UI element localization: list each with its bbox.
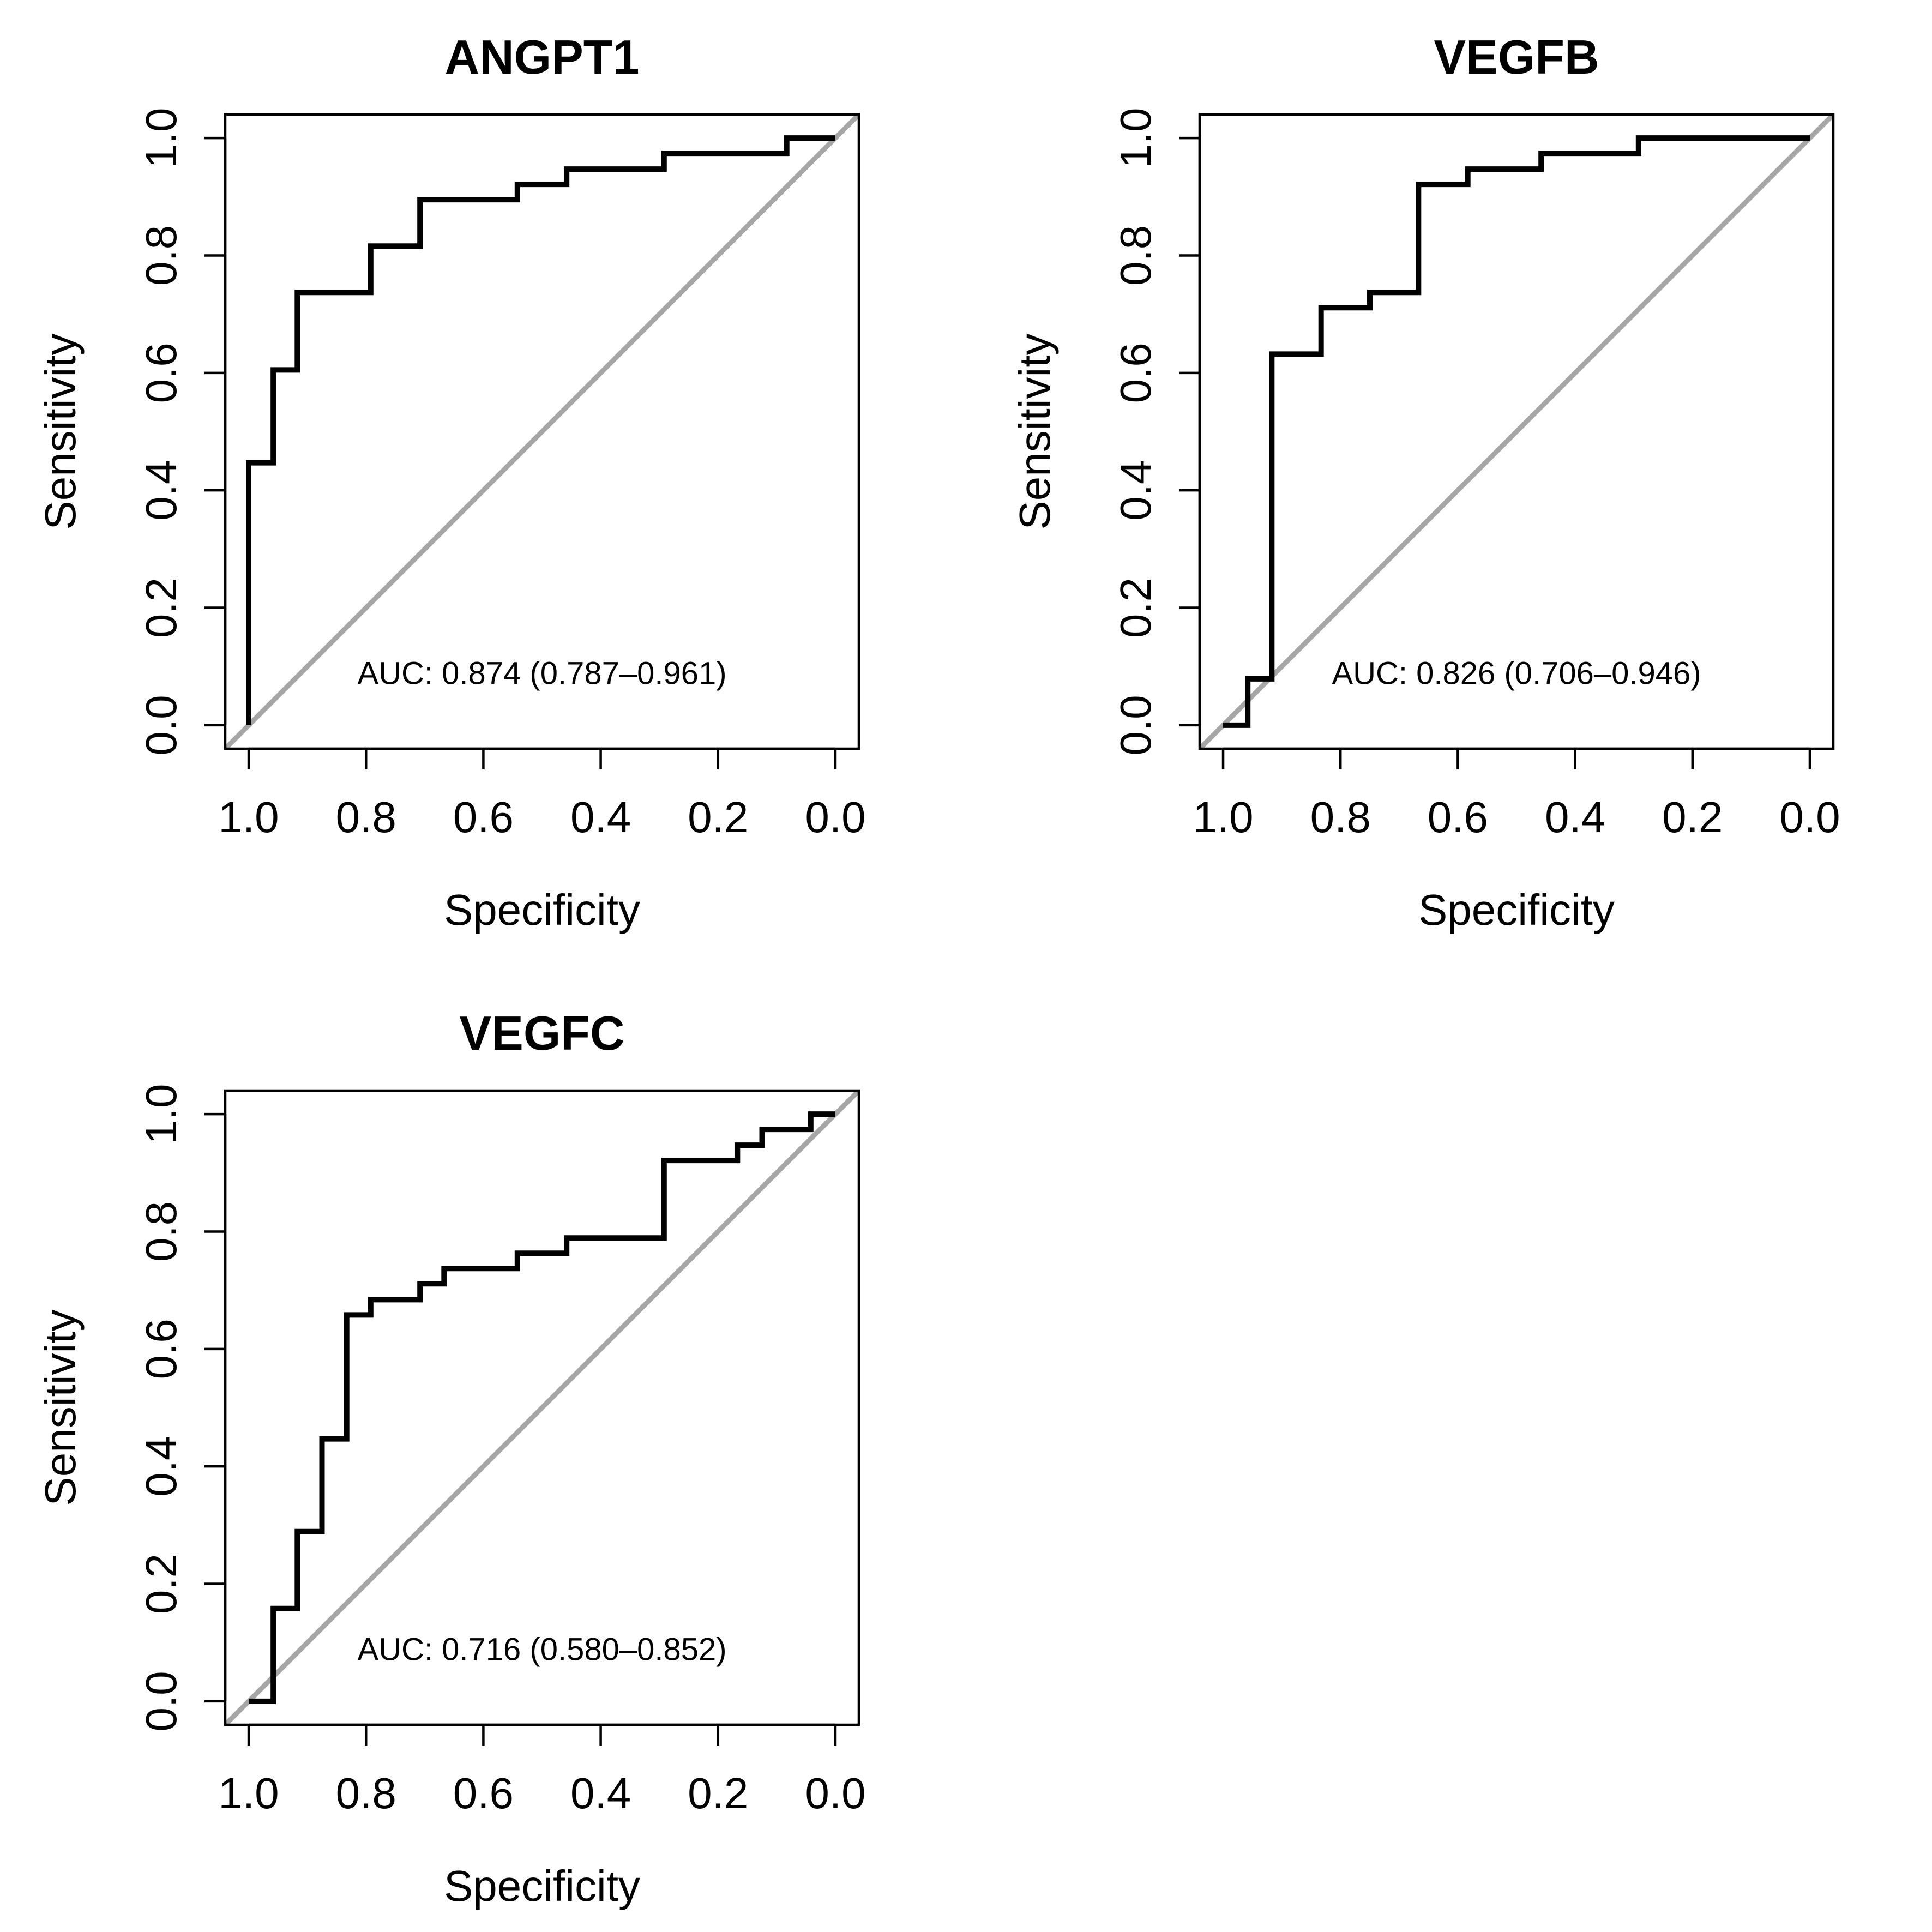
x-tick-label: 0.8 <box>336 1769 396 1817</box>
y-tick-label: 1.0 <box>137 107 185 168</box>
x-tick-label: 0.2 <box>688 793 748 841</box>
x-axis-label: Specificity <box>444 1862 640 1910</box>
y-axis-label: Sensitivity <box>1010 333 1059 529</box>
y-axis-label: Sensitivity <box>36 1309 85 1506</box>
x-axis-label: Specificity <box>1418 886 1615 934</box>
x-tick-label: 1.0 <box>1193 793 1253 841</box>
y-tick-label: 0.8 <box>137 1201 185 1262</box>
x-tick-label: 0.2 <box>1662 793 1723 841</box>
roc-curve <box>246 135 835 725</box>
x-tick-label: 0.6 <box>453 793 514 841</box>
auc-annotation: AUC: 0.874 (0.787–0.961) <box>357 656 726 691</box>
x-tick-label: 0.6 <box>453 1769 514 1817</box>
y-tick-label: 0.6 <box>137 1319 185 1379</box>
roc-panel-vegfb: 1.0 0.8 0.6 0.4 0.2 0.0 0.0 0.2 0.4 0.6 0.8 1.0 VEGF… <box>1010 30 1840 934</box>
chart-title: VEGFC <box>459 1006 624 1060</box>
roc-curve <box>249 1111 835 1704</box>
x-tick-label: 0.0 <box>1779 793 1840 841</box>
x-tick-label: 0.0 <box>805 793 865 841</box>
y-tick-label: 0.8 <box>1111 225 1160 286</box>
reference-diagonal <box>1200 115 1833 749</box>
roc-panel-angpt1: 1.0 0.8 0.6 0.4 0.2 0.0 0.0 0.2 0.4 0.6 0.8 1.0 ANGP… <box>36 30 866 934</box>
chart-title: ANGPT1 <box>445 30 640 84</box>
y-tick-label: 0.2 <box>137 1554 185 1614</box>
x-tick-label: 0.0 <box>805 1769 865 1817</box>
y-tick-label: 0.8 <box>137 225 185 286</box>
x-tick-label: 1.0 <box>218 793 279 841</box>
roc-curve <box>1223 135 1810 728</box>
reference-diagonal <box>225 115 859 749</box>
y-tick-label: 0.0 <box>1111 695 1160 755</box>
auc-annotation: AUC: 0.826 (0.706–0.946) <box>1332 656 1701 691</box>
x-tick-label: 0.8 <box>336 793 396 841</box>
y-tick-label: 0.0 <box>137 1671 185 1731</box>
y-tick-label: 0.6 <box>137 342 185 403</box>
x-tick-label: 0.6 <box>1428 793 1488 841</box>
x-tick-label: 1.0 <box>218 1769 279 1817</box>
chart-title: VEGFB <box>1434 30 1599 84</box>
roc-panel-vegfc: 1.0 0.8 0.6 0.4 0.2 0.0 0.0 0.2 0.4 0.6 0.8 1.0 VEGF… <box>36 1006 866 1910</box>
x-axis-label: Specificity <box>444 886 640 934</box>
y-tick-label: 0.2 <box>137 577 185 638</box>
x-tick-label: 0.2 <box>688 1769 748 1817</box>
y-tick-label: 1.0 <box>1111 107 1160 168</box>
y-tick-label: 0.4 <box>137 460 185 521</box>
y-tick-label: 0.4 <box>1111 460 1160 521</box>
y-axis-label: Sensitivity <box>36 333 85 529</box>
x-tick-label: 0.4 <box>570 1769 631 1817</box>
y-tick-label: 0.2 <box>1111 577 1160 638</box>
x-tick-label: 0.4 <box>570 793 631 841</box>
y-tick-label: 1.0 <box>137 1084 185 1144</box>
y-tick-label: 0.4 <box>137 1436 185 1497</box>
x-tick-label: 0.4 <box>1545 793 1605 841</box>
y-tick-label: 0.6 <box>1111 342 1160 403</box>
reference-diagonal <box>225 1091 859 1725</box>
auc-annotation: AUC: 0.716 (0.580–0.852) <box>357 1632 726 1668</box>
y-tick-label: 0.0 <box>137 695 185 755</box>
x-tick-label: 0.8 <box>1310 793 1371 841</box>
